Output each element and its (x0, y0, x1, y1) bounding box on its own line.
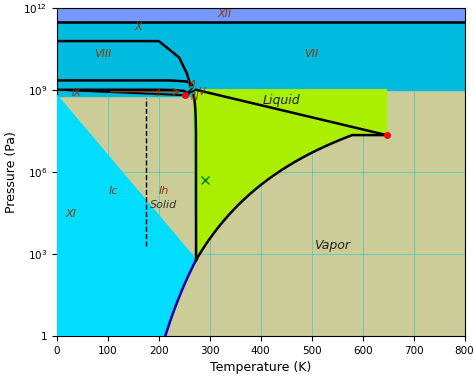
Text: Liquid: Liquid (262, 94, 300, 107)
Text: II: II (156, 88, 162, 98)
Y-axis label: Pressure (Pa): Pressure (Pa) (5, 131, 18, 213)
Text: III: III (191, 92, 199, 102)
Text: Ic: Ic (108, 186, 118, 196)
Text: VI: VI (186, 80, 196, 90)
X-axis label: Temperature (K): Temperature (K) (210, 361, 311, 374)
Polygon shape (57, 95, 196, 382)
Polygon shape (194, 90, 387, 260)
Polygon shape (57, 8, 465, 22)
Text: Ih: Ih (159, 186, 169, 196)
Text: X: X (135, 22, 142, 32)
Text: VII: VII (305, 49, 319, 59)
Text: VIII: VIII (94, 49, 111, 59)
Text: V: V (198, 87, 204, 97)
Polygon shape (196, 22, 465, 90)
Text: Solid: Solid (150, 200, 177, 210)
Text: XII: XII (218, 9, 232, 19)
Text: Vapor: Vapor (314, 239, 350, 252)
Text: IX: IX (72, 88, 81, 98)
Text: XI: XI (66, 209, 77, 219)
Polygon shape (57, 22, 196, 96)
